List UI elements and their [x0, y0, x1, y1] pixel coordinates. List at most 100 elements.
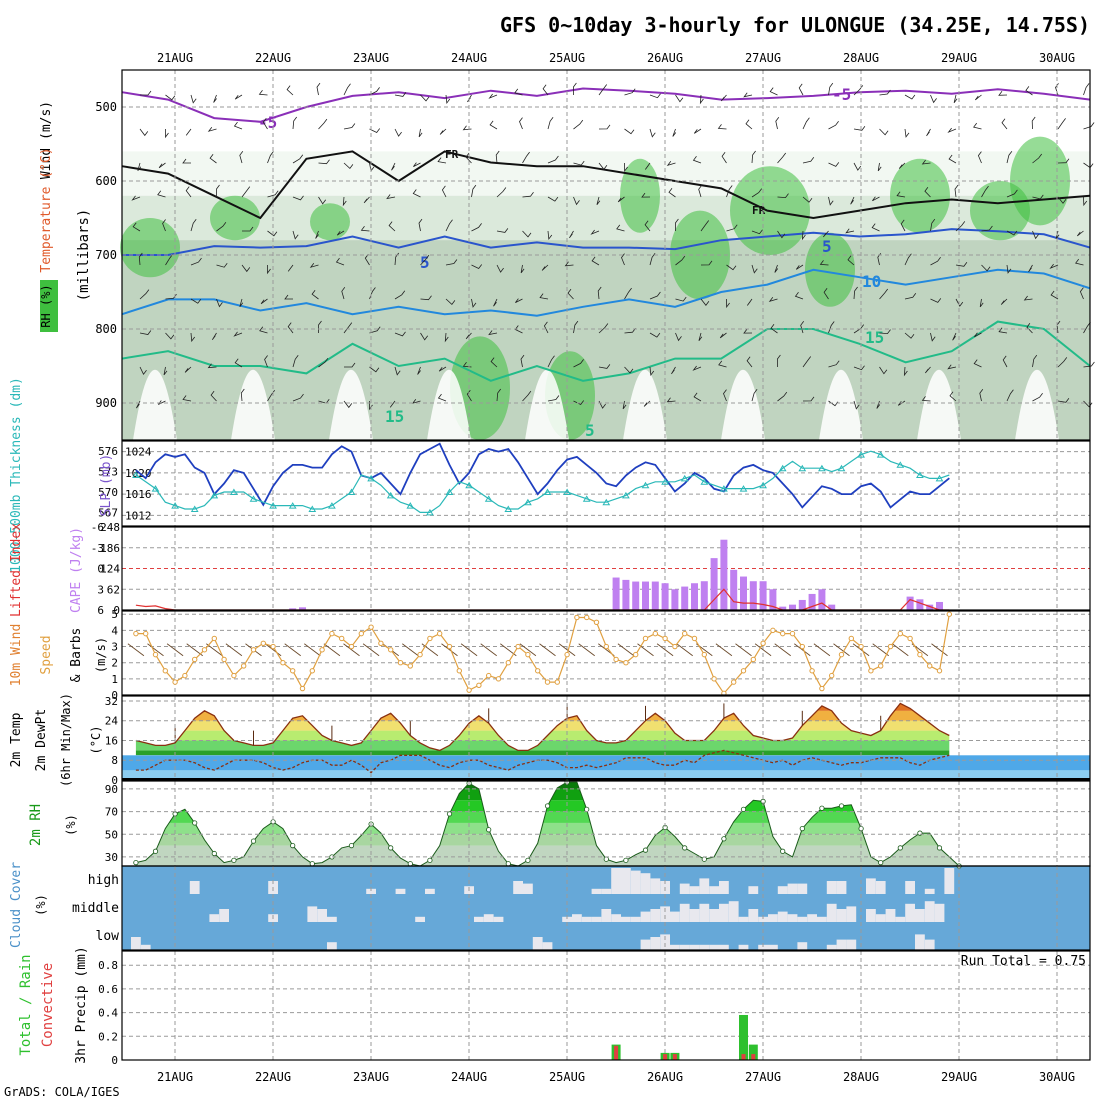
cloud-cell-low: [689, 944, 700, 950]
precip-axis-title: 3hr Precip (mm): [74, 946, 89, 1063]
thickness-point: [288, 502, 297, 509]
wind-barb: [641, 192, 651, 198]
wind-barb: [342, 196, 347, 207]
wind-barb: [286, 85, 294, 96]
cloud-cell-low: [660, 934, 670, 950]
wind-barb: [769, 87, 778, 96]
thickness-point: [367, 474, 375, 482]
cloud-cell-low: [738, 944, 749, 950]
wind-barb: [624, 327, 636, 334]
wind-speed-point: [241, 663, 247, 669]
thickness-slp-frame: [121, 440, 1091, 527]
wind-barb: [547, 230, 553, 241]
precip-tick-label: 0.8: [98, 959, 118, 972]
thickness-point: [602, 498, 611, 506]
contour-label: 10: [862, 272, 881, 291]
wind-barb: [751, 188, 763, 198]
wind-barb: [137, 162, 142, 171]
cape-tick-label: 248: [100, 521, 120, 534]
wind-barb: [132, 222, 141, 232]
wind-barb: [775, 116, 780, 130]
cloud-cell-low: [699, 944, 710, 950]
wind-barb: [795, 264, 804, 270]
rh-point: [290, 842, 296, 849]
precip-convective-bar: [672, 1054, 677, 1060]
wind-speed-point: [554, 679, 560, 685]
wind-barb: [1057, 357, 1068, 368]
wind-barb: [260, 298, 268, 305]
wind-barb: [264, 355, 268, 368]
wind-barb: [777, 230, 786, 239]
thickness-point: [308, 505, 317, 512]
rh-point: [525, 857, 531, 863]
wind-barb: [542, 84, 549, 96]
rh-point: [388, 845, 394, 851]
wind-barb: [596, 196, 601, 205]
wind-speed-point: [378, 640, 384, 647]
dewpt-axis-title: 2m DewPt: [34, 709, 49, 772]
wind-barb-10m: [617, 643, 635, 657]
wind-barb: [828, 162, 840, 167]
temp-tick-label: 0: [111, 774, 118, 787]
cloud-row-label: high: [88, 873, 119, 888]
cloud-cell-high: [777, 886, 788, 894]
cape-tick-label: 62: [107, 583, 120, 596]
wind-speed-point: [682, 630, 688, 637]
thickness-line: [135, 450, 950, 513]
wind-barb: [621, 253, 625, 266]
cloud-cell-middle: [709, 909, 719, 922]
wind-barb: [445, 259, 458, 266]
wind-barb: [879, 128, 889, 136]
wind-barb: [547, 196, 559, 202]
rh-point: [133, 859, 139, 866]
cloud-cell-low: [532, 937, 543, 950]
wind-barb-10m: [519, 643, 537, 657]
wind-speed-point: [260, 640, 266, 647]
thickness-point: [641, 481, 650, 489]
wind-barb: [369, 326, 381, 334]
day-label-bottom: 23AUG: [353, 1070, 389, 1084]
cape-bar: [700, 581, 708, 610]
pressure-tick-label: 500: [95, 100, 117, 114]
cape-bar: [612, 577, 620, 610]
cloud-cell-low: [542, 942, 553, 950]
cloud-row-label: middle: [72, 901, 119, 916]
cape-bar: [798, 599, 806, 610]
wind-barb: [471, 184, 477, 198]
wind-barb: [624, 162, 628, 173]
wind-barb: [1032, 153, 1043, 164]
wind-barb: [316, 82, 321, 96]
cape-bar: [769, 589, 777, 610]
wind-barb: [898, 162, 906, 169]
cloud-cell-middle: [817, 916, 827, 922]
rh-point: [780, 848, 786, 854]
rh-band-2m: [135, 811, 960, 823]
cloud-cell-high: [826, 881, 837, 894]
wind-barb: [947, 127, 957, 134]
wind-speed-point: [858, 643, 864, 650]
cloud-cell-middle: [591, 916, 602, 922]
thickness-axis-title: 1000-500mb Thickness (dm): [9, 377, 24, 573]
wind-barb: [746, 356, 753, 368]
wind-barb: [292, 154, 304, 164]
wind-barb: [726, 185, 733, 198]
wind-barb: [267, 190, 279, 198]
cloud-cell-middle: [630, 916, 641, 922]
thickness-point: [720, 485, 728, 492]
wind-barb: [318, 159, 330, 165]
cloud-row-label: low: [96, 929, 120, 944]
wind-barb: [900, 219, 906, 232]
cloud-cell-low: [846, 939, 857, 950]
cloud-cell-high: [875, 881, 886, 894]
cloud-cell-middle: [738, 916, 749, 922]
wind-barb: [1083, 196, 1088, 207]
wind-barb: [292, 195, 304, 201]
wind-barb: [287, 322, 294, 334]
thickness-point: [680, 474, 689, 482]
wind-barb: [953, 94, 958, 104]
wind-barb: [948, 154, 957, 164]
day-label-top: 30AUG: [1039, 51, 1075, 65]
wind-barb: [522, 151, 530, 164]
wind-barb: [420, 254, 430, 266]
pressure-axis-title: (millibars): [76, 209, 92, 302]
